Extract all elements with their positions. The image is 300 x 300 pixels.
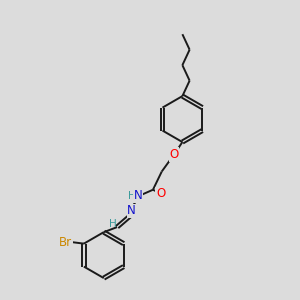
Text: N: N	[128, 204, 136, 217]
Text: N: N	[134, 189, 142, 203]
Text: O: O	[169, 148, 179, 161]
Text: O: O	[156, 187, 165, 200]
Text: H: H	[109, 219, 116, 229]
Text: H: H	[128, 191, 135, 201]
Text: Br: Br	[59, 236, 72, 249]
